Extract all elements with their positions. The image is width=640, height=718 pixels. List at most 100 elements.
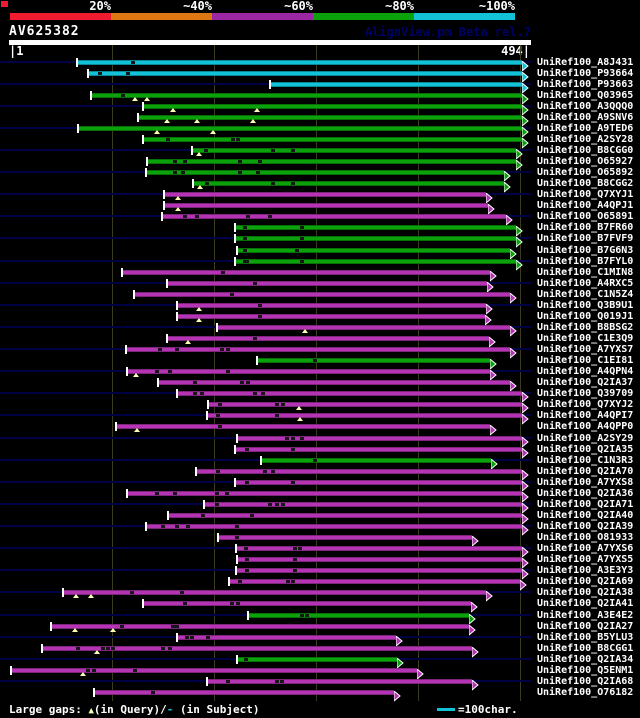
alignment-bar[interactable] (204, 502, 522, 507)
hit-label[interactable]: UniRef100_Q2IA27 (537, 621, 634, 632)
hit-label[interactable]: UniRef100_A7YXS7 (537, 344, 634, 355)
alignment-bar[interactable] (78, 126, 522, 131)
hit-label[interactable]: UniRef100_A3E4E2 (537, 610, 634, 621)
alignment-bar[interactable] (177, 303, 486, 308)
hit-label[interactable]: UniRef100_A4QPP0 (537, 421, 634, 432)
hit-label[interactable]: UniRef100_A2SY29 (537, 433, 634, 444)
alignment-bar[interactable] (164, 192, 486, 197)
hit-label[interactable]: UniRef100_B7FYL0 (537, 256, 634, 267)
alignment-bar[interactable] (158, 380, 510, 385)
alignment-bar[interactable] (237, 657, 397, 662)
alignment-bar[interactable] (229, 579, 520, 584)
hit-label[interactable]: UniRef100_A8J431 (537, 57, 634, 68)
hit-label[interactable]: UniRef100_A4QPI7 (537, 410, 634, 421)
alignment-bar[interactable] (11, 668, 417, 673)
alignment-bar[interactable] (116, 424, 490, 429)
hit-label[interactable]: UniRef100_B7FVF9 (537, 233, 634, 244)
hit-label[interactable]: UniRef100_O76182 (537, 687, 634, 698)
hit-label[interactable]: UniRef100_Q3B9U1 (537, 300, 634, 311)
hit-label[interactable]: UniRef100_A7YXS6 (537, 543, 634, 554)
alignment-bar[interactable] (235, 259, 516, 264)
hit-label[interactable]: UniRef100_O65891 (537, 211, 634, 222)
alignment-bar[interactable] (192, 148, 516, 153)
alignment-bar[interactable] (51, 624, 469, 629)
hit-label[interactable]: UniRef100_P93664 (537, 68, 634, 79)
hit-label[interactable]: UniRef100_Q2IA36 (537, 488, 634, 499)
hit-label[interactable]: UniRef100_C1EI81 (537, 355, 634, 366)
hit-label[interactable]: UniRef100_Q03965 (537, 90, 634, 101)
alignment-bar[interactable] (126, 347, 510, 352)
alignment-bar[interactable] (177, 314, 485, 319)
alignment-bar[interactable] (237, 436, 522, 441)
hit-label[interactable]: UniRef100_Q7XYJ2 (537, 399, 634, 410)
hit-label[interactable]: UniRef100_O65892 (537, 167, 634, 178)
hit-label[interactable]: UniRef100_C1N5Z4 (537, 289, 634, 300)
alignment-bar[interactable] (167, 281, 487, 286)
hit-label[interactable]: UniRef100_Q019J1 (537, 311, 634, 322)
alignment-bar[interactable] (236, 546, 522, 551)
alignment-bar[interactable] (270, 82, 522, 87)
hit-label[interactable]: UniRef100_A4QPN4 (537, 366, 634, 377)
hit-label[interactable]: UniRef100_Q2IA37 (537, 377, 634, 388)
hit-label[interactable]: UniRef100_A3QQQ0 (537, 101, 634, 112)
alignment-bar[interactable] (177, 635, 396, 640)
hit-label[interactable]: UniRef100_B5YLU3 (537, 632, 634, 643)
hit-label[interactable]: UniRef100_Q2IA68 (537, 676, 634, 687)
alignment-bar[interactable] (236, 568, 522, 573)
hit-label[interactable]: UniRef100_A4QPJ1 (537, 200, 634, 211)
alignment-bar[interactable] (208, 402, 522, 407)
hit-label[interactable]: UniRef100_C1N3R3 (537, 455, 634, 466)
alignment-bar[interactable] (235, 480, 522, 485)
hit-label[interactable]: UniRef100_C1MIN8 (537, 267, 634, 278)
alignment-bar[interactable] (207, 679, 472, 684)
hit-label[interactable]: UniRef100_B7G6N3 (537, 245, 634, 256)
alignment-bar[interactable] (167, 336, 489, 341)
alignment-bar[interactable] (193, 181, 504, 186)
alignment-bar[interactable] (91, 93, 522, 98)
hit-label[interactable]: UniRef100_B8CGG2 (537, 178, 634, 189)
alignment-bar[interactable] (88, 71, 522, 76)
hit-label[interactable]: UniRef100_B8CGG0 (537, 145, 634, 156)
hit-label[interactable]: UniRef100_A9SNV6 (537, 112, 634, 123)
alignment-bar[interactable] (143, 601, 471, 606)
hit-label[interactable]: UniRef100_Q2IA35 (537, 444, 634, 455)
hit-label[interactable]: UniRef100_A9TED6 (537, 123, 634, 134)
alignment-bar[interactable] (207, 413, 522, 418)
alignment-bar[interactable] (257, 358, 490, 363)
hit-label[interactable]: UniRef100_Q39709 (537, 388, 634, 399)
hit-label[interactable]: UniRef100_B7FR60 (537, 222, 634, 233)
alignment-bar[interactable] (168, 513, 522, 518)
alignment-bar[interactable] (146, 524, 522, 529)
hit-label[interactable]: UniRef100_Q2IA39 (537, 521, 634, 532)
alignment-bar[interactable] (235, 236, 516, 241)
hit-label[interactable]: UniRef100_Q2IA69 (537, 576, 634, 587)
alignment-bar[interactable] (164, 203, 488, 208)
hit-label[interactable]: UniRef100_B8BSG2 (537, 322, 634, 333)
alignment-bar[interactable] (196, 469, 522, 474)
hit-label[interactable]: UniRef100_A3E3Y3 (537, 565, 634, 576)
alignment-bar[interactable] (261, 458, 491, 463)
hit-label[interactable]: UniRef100_P93663 (537, 79, 634, 90)
alignment-bar[interactable] (217, 325, 510, 330)
alignment-bar[interactable] (146, 170, 504, 175)
hit-label[interactable]: UniRef100_Q2IA70 (537, 466, 634, 477)
hit-label[interactable]: UniRef100_B8CGG1 (537, 643, 634, 654)
alignment-bar[interactable] (147, 159, 516, 164)
alignment-bar[interactable] (42, 646, 472, 651)
hit-label[interactable]: UniRef100_Q7XYJ1 (537, 189, 634, 200)
alignment-bar[interactable] (127, 369, 490, 374)
alignment-bar[interactable] (248, 613, 469, 618)
hit-label[interactable]: UniRef100_Q2IA71 (537, 499, 634, 510)
alignment-bar[interactable] (77, 60, 522, 65)
alignment-bar[interactable] (94, 690, 394, 695)
hit-label[interactable]: UniRef100_Q2IA34 (537, 654, 634, 665)
alignment-bar[interactable] (235, 225, 516, 230)
hit-label[interactable]: UniRef100_Q2IA41 (537, 598, 634, 609)
alignment-bar[interactable] (122, 270, 490, 275)
hit-label[interactable]: UniRef100_A4RXC5 (537, 278, 634, 289)
hit-label[interactable]: UniRef100_A7YXS5 (537, 554, 634, 565)
alignment-bar[interactable] (237, 557, 522, 562)
alignment-bar[interactable] (177, 391, 522, 396)
hit-label[interactable]: UniRef100_A2SY28 (537, 134, 634, 145)
hit-label[interactable]: UniRef100_Q5ENM1 (537, 665, 634, 676)
